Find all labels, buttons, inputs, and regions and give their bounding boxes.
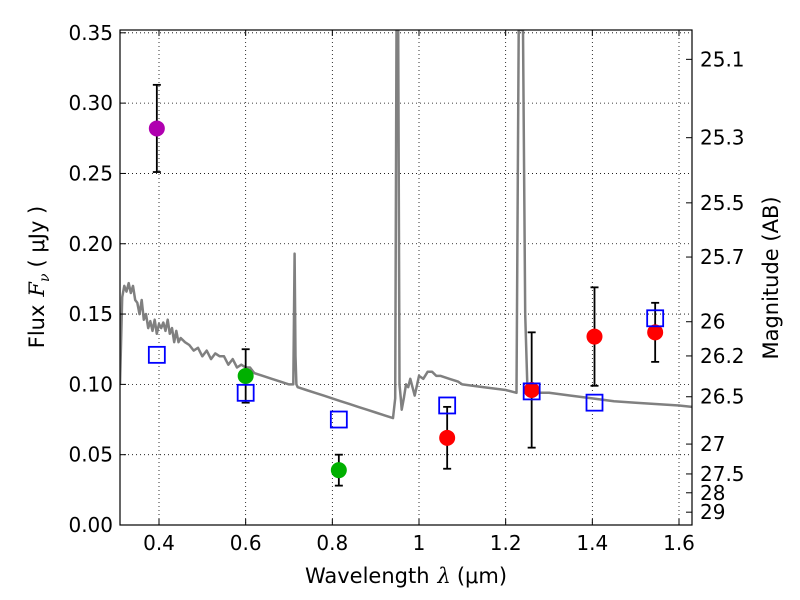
y2-tick-label: 25.5 [700, 191, 745, 215]
y-axis-label-symbol: F [25, 281, 49, 298]
y-tick-label: 0.00 [68, 513, 113, 537]
y-tick-label: 0.10 [68, 372, 113, 396]
x-tick-label: 0.6 [230, 531, 262, 555]
model-sed-line [120, 30, 692, 420]
y-tick-label: 0.20 [68, 232, 113, 256]
data-point [523, 382, 540, 398]
x-tick-label: 1.6 [663, 531, 695, 555]
plot-frame [119, 29, 693, 526]
y2-tick-label: 26.5 [700, 385, 745, 409]
error-bars [152, 83, 660, 487]
data-point [586, 328, 603, 345]
x-tick-label: 1 [413, 531, 426, 555]
x-tick-label: 0.4 [143, 531, 175, 555]
model-photometry-square [646, 309, 665, 328]
y-axis-label-subscript: ν [37, 273, 53, 282]
y2-tick-label: 26 [700, 310, 725, 334]
x-tick-label: 0.8 [316, 531, 348, 555]
data-points [147, 120, 665, 479]
data-point [647, 324, 664, 341]
y2-axis-label: Magnitude (AB) [759, 196, 783, 359]
axis-ticks: 0.4 0.6 0.8 1 1.2 1.4 1.6 0.00 0.05 0.10 0.15 0.20 0… [68, 21, 744, 555]
model-sed-layer [120, 30, 692, 420]
x-axis-label-symbol: λ [437, 564, 451, 588]
model-photometry-square [236, 383, 255, 402]
x-axis-label: Wavelength λ (μm) [305, 564, 507, 588]
x-axis-label-text: Wavelength [305, 564, 430, 588]
y2-tick-label: 28 [700, 481, 725, 505]
y-axis-label-unit: ( μJy ) [25, 206, 49, 268]
y-tick-label: 0.25 [68, 161, 113, 185]
model-photometry-square [147, 345, 166, 364]
model-photometry-square [329, 410, 348, 429]
y2-tick-label: 25.7 [700, 245, 745, 269]
x-axis-label-unit: (μm) [457, 564, 507, 588]
y2-tick-label: 26.2 [700, 344, 745, 368]
data-point [237, 367, 254, 384]
x-tick-label: 1.4 [576, 531, 608, 555]
y-tick-label: 0.05 [68, 443, 113, 467]
grid-lines [120, 30, 692, 526]
y2-tick-label: 29 [700, 500, 725, 524]
y-tick-label: 0.30 [68, 91, 113, 115]
model-photometry-square [585, 393, 604, 412]
y2-tick-label: 25.3 [700, 126, 745, 150]
x-tick-label: 1.2 [490, 531, 522, 555]
y-tick-label: 0.35 [68, 21, 113, 45]
y2-tick-label: 27.5 [700, 462, 745, 486]
y2-tick-label: 27 [700, 432, 725, 456]
data-point [330, 462, 347, 479]
y2-tick-label: 25.1 [700, 47, 745, 71]
y-axis-label-text: Flux [25, 305, 49, 349]
y-tick-label: 0.15 [68, 302, 113, 326]
model-photometry-square [438, 396, 457, 415]
model-photometry-square [522, 382, 541, 401]
data-point [148, 120, 165, 137]
data-point [439, 429, 456, 446]
y-axis-label: Flux Fν ( μJy ) [25, 206, 53, 348]
